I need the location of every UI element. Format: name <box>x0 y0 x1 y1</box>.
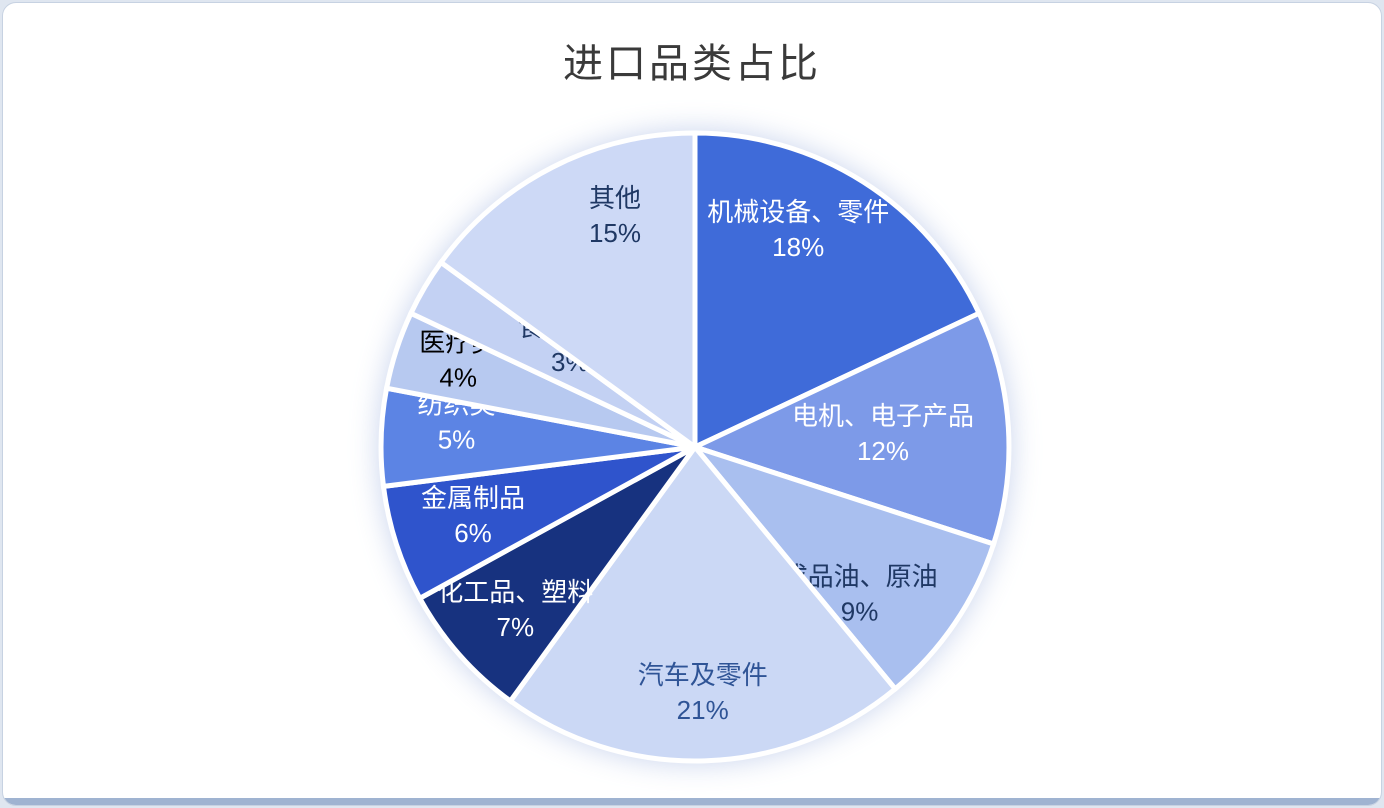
pie-slice-3 <box>506 442 899 764</box>
pie-slice-9 <box>437 130 698 452</box>
pie-slice-1 <box>688 309 1012 548</box>
pie-slice-2 <box>687 441 997 693</box>
window-bottom-edge <box>3 798 1381 805</box>
pie-slice-label-1: 电机、电子产品 12% <box>792 401 974 466</box>
pie-slice-label-0: 机械设备、零件 18% <box>707 197 889 262</box>
pie-slice-label-4: 化工品、塑料 7% <box>437 577 593 642</box>
pie-slice-0 <box>692 130 983 451</box>
pie-slice-label-3: 汽车及零件 21% <box>638 660 768 725</box>
pie-chart: 机械设备、零件 18%电机、电子产品 12%成品油、原油 9%汽车及零件 21%化工品、… <box>378 130 1012 764</box>
chart-title: 进口品类占比 <box>563 42 821 86</box>
pie-slice-4 <box>416 444 698 705</box>
pie-slice-label-5: 金属制品 6% <box>421 483 525 548</box>
pie-slice-label-9: 其他 15% <box>589 183 641 248</box>
